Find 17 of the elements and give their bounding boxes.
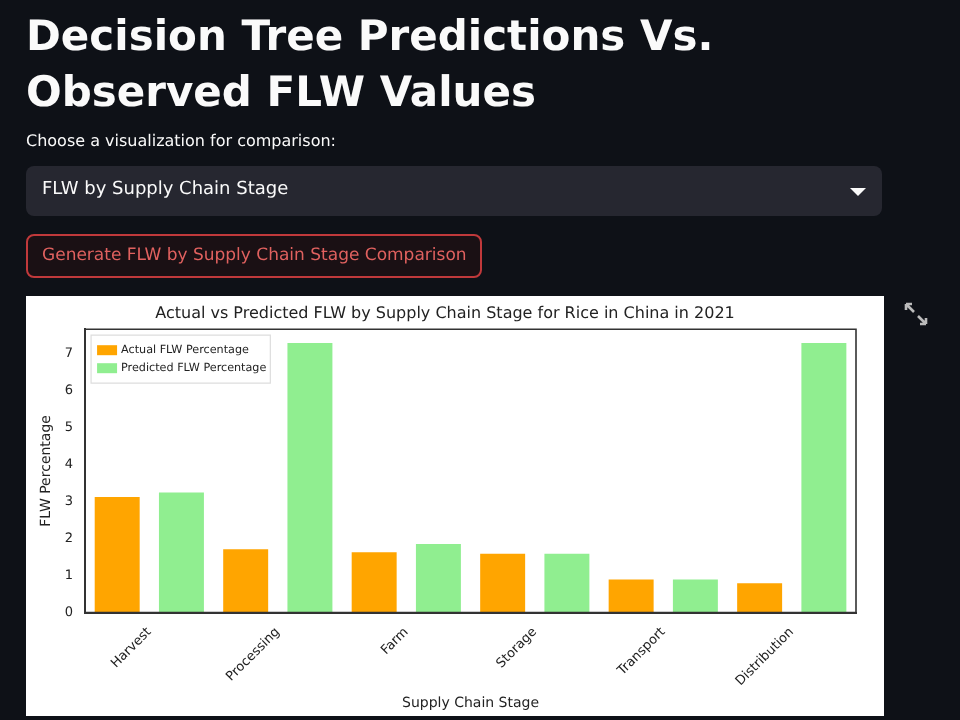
text: Generate FLW by Supply Chain Stage Comparison <box>26 234 483 278</box>
bar <box>480 553 526 613</box>
bar <box>415 544 461 613</box>
bar <box>351 552 397 613</box>
bar <box>608 579 654 613</box>
bar <box>94 496 140 613</box>
chart-title: Actual vs Predicted FLW by Supply Chain Stage for Rice in China in 2021 <box>155 303 735 322</box>
bar <box>287 342 333 613</box>
text: Decision Tree Predictions Vs. Observed FLW Values <box>26 10 716 120</box>
bar <box>544 553 590 613</box>
text: Choose a visualization for comparison: <box>26 132 336 150</box>
bar <box>672 579 718 613</box>
bar <box>801 342 847 613</box>
bar <box>737 583 783 613</box>
text: FLW by Supply Chain Stage <box>42 180 289 200</box>
bar <box>158 492 204 613</box>
bar <box>223 549 269 613</box>
